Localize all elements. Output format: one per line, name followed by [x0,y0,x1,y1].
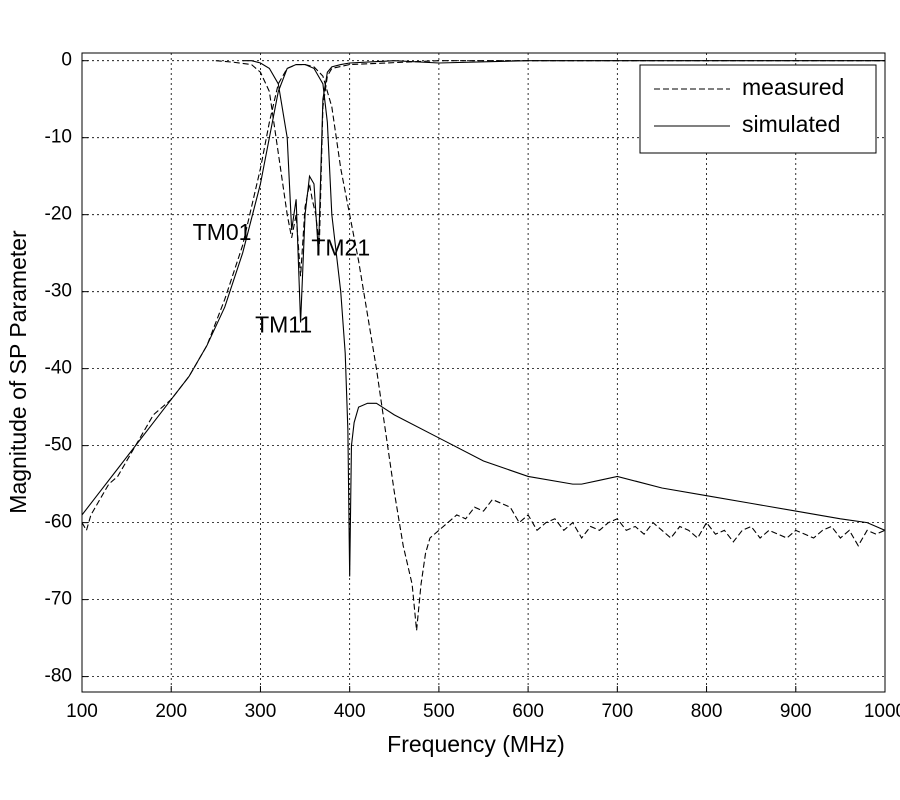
plot-frame [81,52,886,693]
y-tick-label: -60 [45,512,72,533]
y-tick-label: -70 [45,589,72,610]
x-tick-label: 100 [66,701,98,722]
data-line [82,64,885,577]
y-tick-label: -40 [45,358,72,379]
y-axis-label: Magnitude of SP Parameter [5,230,31,514]
data-line [82,64,885,631]
y-tick-label: -50 [45,435,72,456]
legend-box [639,64,877,154]
y-tick-label: 0 [61,50,72,71]
legend-label: simulated [742,111,840,137]
x-tick-label: 500 [423,701,455,722]
y-tick-label: -80 [45,666,72,687]
annotation: TM01 [193,219,252,245]
x-tick-label: 800 [691,701,723,722]
legend-label: measured [742,74,844,100]
data-line [242,60,885,323]
annotation: TM21 [311,234,370,260]
y-tick-label: -20 [45,204,72,225]
x-tick-label: 400 [334,701,366,722]
annotation: TM11 [255,311,312,337]
y-tick-label: -10 [45,127,72,148]
x-axis-label: Frequency (MHz) [387,731,565,757]
x-tick-label: 700 [601,701,633,722]
x-tick-label: 600 [512,701,544,722]
y-tick-label: -30 [45,281,72,302]
x-tick-label: 300 [245,701,277,722]
x-tick-label: 900 [780,701,812,722]
x-tick-label: 200 [155,701,187,722]
